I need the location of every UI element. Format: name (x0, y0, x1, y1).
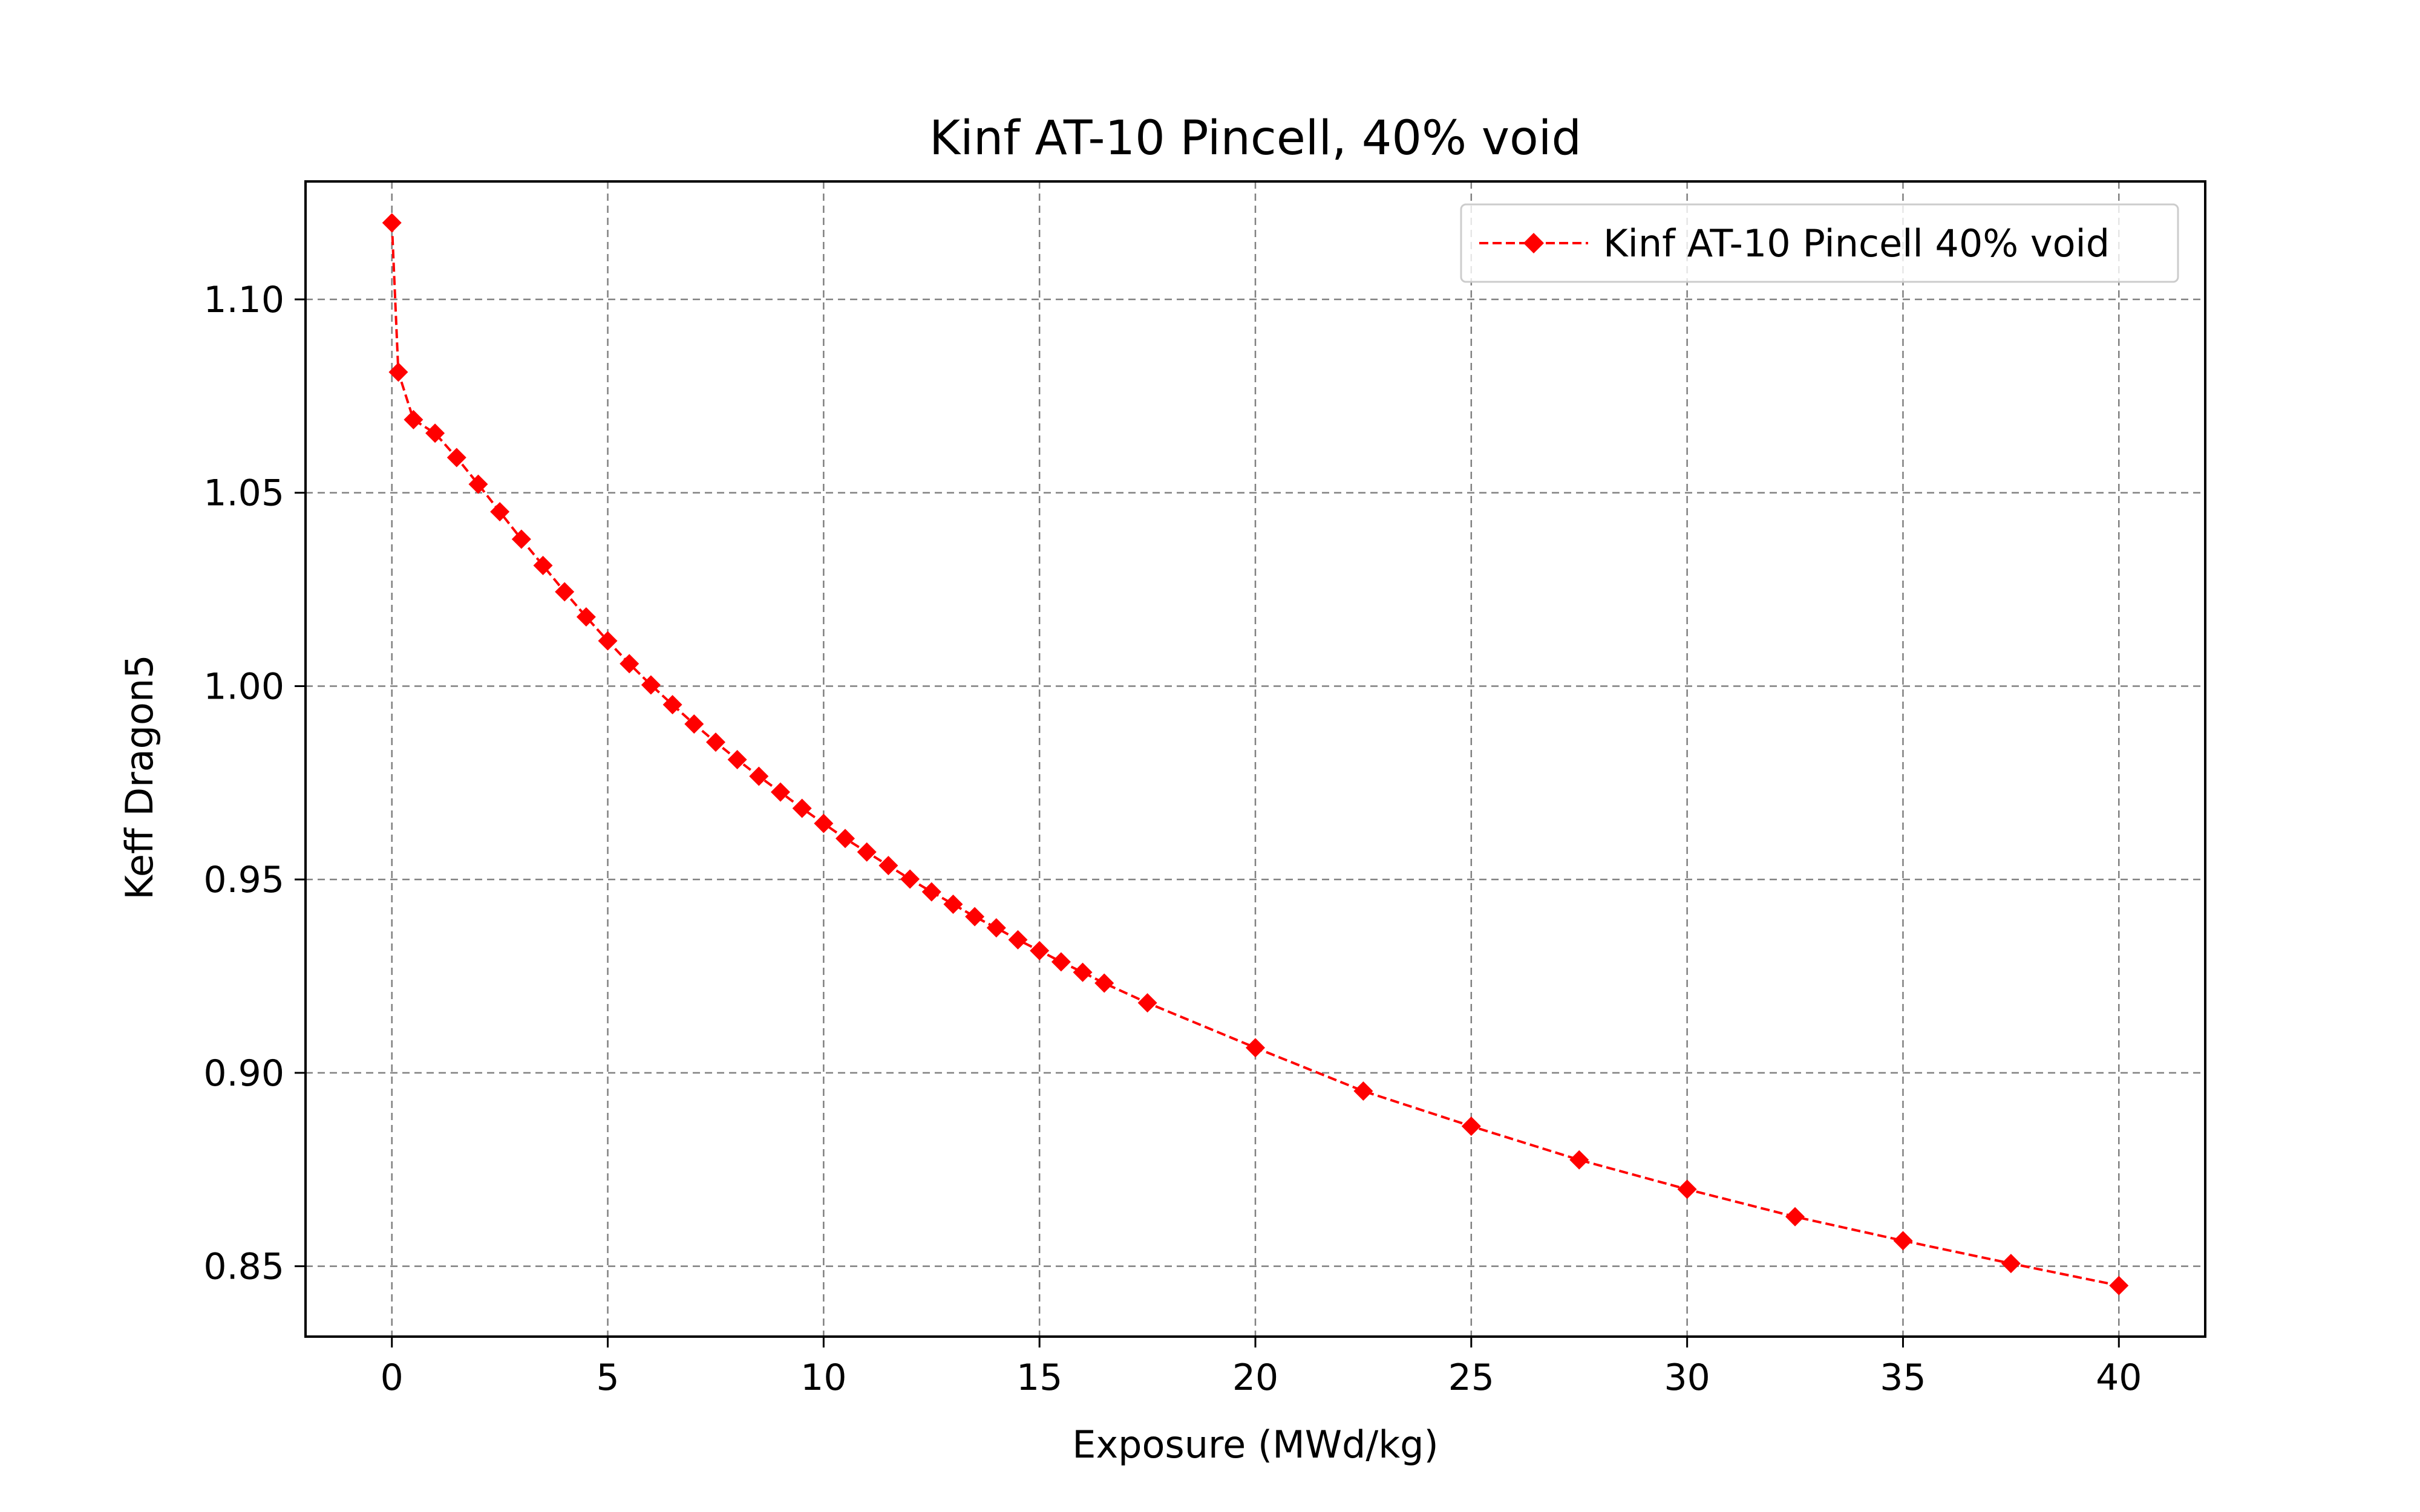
x-tick-label: 40 (2096, 1357, 2142, 1399)
data-point-marker (1353, 1081, 1373, 1101)
x-tick-label: 0 (381, 1357, 404, 1399)
data-point-marker (727, 749, 747, 769)
data-point-marker (446, 448, 466, 468)
data-point-marker (1030, 940, 1050, 960)
data-point-marker (965, 907, 985, 927)
x-axis-label: Exposure (MWd/kg) (1072, 1422, 1438, 1467)
grid-lines (306, 181, 2205, 1337)
data-point-marker (1461, 1116, 1481, 1136)
data-point-marker (684, 714, 704, 734)
data-point-marker (1094, 973, 1114, 993)
data-point-marker (425, 423, 445, 443)
data-point-marker (511, 529, 531, 549)
y-axis-ticks: 0.85 0.90 0.95 1.00 1.05 1.10 (203, 279, 306, 1288)
data-point-marker (1073, 962, 1093, 982)
data-point-marker (388, 362, 408, 382)
legend-marker-swatch (1523, 233, 1544, 253)
data-point-marker (620, 654, 639, 674)
data-point-marker (468, 474, 488, 494)
data-point-marker (641, 675, 661, 695)
y-tick-label: 1.05 (203, 472, 284, 515)
data-point-marker (749, 766, 769, 786)
data-point-marker (490, 502, 510, 522)
data-point-marker (943, 894, 963, 914)
data-point-marker (598, 631, 618, 651)
x-tick-label: 15 (1016, 1357, 1062, 1399)
data-point-marker (705, 732, 725, 752)
legend-box (1460, 203, 2179, 283)
data-point-marker (2109, 1276, 2129, 1295)
data-point-marker (533, 555, 553, 575)
data-point-marker (771, 782, 790, 802)
data-point-marker (857, 842, 877, 862)
data-point-marker (576, 607, 596, 627)
data-point-marker (1051, 952, 1071, 972)
x-axis-ticks: 0 5 10 15 20 25 30 35 40 (381, 1337, 2142, 1399)
y-axis-label: Keff Dragon5 (117, 654, 162, 899)
legend-label: Kinf AT-10 Pincell 40% void (1603, 221, 2110, 266)
y-tick-label: 0.90 (203, 1052, 284, 1095)
data-point-marker (555, 582, 575, 602)
x-tick-label: 35 (1880, 1357, 1926, 1399)
data-point-marker (1246, 1038, 1265, 1058)
data-point-marker (1677, 1179, 1697, 1199)
data-point-marker (836, 829, 855, 849)
data-point-marker (2001, 1254, 2021, 1274)
y-tick-label: 0.85 (203, 1246, 284, 1288)
legend: Kinf AT-10 Pincell 40% void (1460, 203, 2179, 283)
data-point-marker (900, 869, 920, 889)
data-point-marker (1893, 1231, 1913, 1251)
data-point-marker (792, 798, 812, 818)
data-point-marker (662, 695, 682, 715)
data-point-marker (1008, 930, 1028, 950)
chart-title: Kinf AT-10 Pincell, 40% void (929, 111, 1581, 166)
data-point-marker (1137, 993, 1157, 1013)
y-tick-label: 1.00 (203, 665, 284, 708)
data-point-marker (986, 918, 1006, 938)
y-tick-label: 1.10 (203, 279, 284, 321)
data-series (382, 213, 2129, 1295)
data-point-marker (814, 813, 834, 833)
data-point-marker (1785, 1207, 1805, 1227)
data-point-marker (1569, 1150, 1589, 1170)
x-tick-label: 10 (800, 1357, 846, 1399)
x-tick-label: 20 (1232, 1357, 1278, 1399)
data-point-marker (921, 882, 941, 902)
x-tick-label: 5 (596, 1357, 619, 1399)
data-point-marker (382, 213, 402, 233)
data-point-marker (878, 856, 898, 876)
data-point-marker (404, 409, 424, 429)
y-tick-label: 0.95 (203, 859, 284, 901)
x-tick-label: 30 (1664, 1357, 1710, 1399)
x-tick-label: 25 (1448, 1357, 1494, 1399)
